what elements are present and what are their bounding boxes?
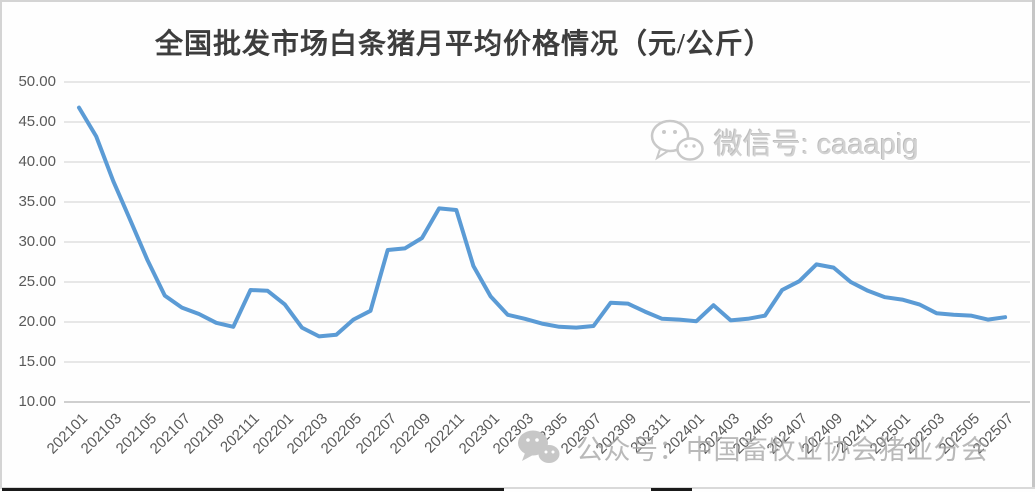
y-axis-tick-label: 30.00 (18, 233, 56, 250)
wechat-id-text: 微信号: caaapig (714, 129, 919, 161)
chart-title: 全国批发市场白条猪月平均价格情况（元/公斤） (155, 29, 773, 60)
y-axis-tick-label: 45.00 (18, 113, 56, 130)
y-axis-tick-label: 25.00 (18, 273, 56, 290)
frame-edge-top (0, 0, 1035, 2)
account-text: 公众号：中国畜牧业协会猪业分会 (576, 435, 989, 465)
bottom-border-segment-short (651, 488, 692, 491)
y-axis-tick-label: 20.00 (18, 313, 56, 330)
y-axis-tick-label: 10.00 (18, 393, 56, 410)
wechat-icon (650, 119, 704, 161)
y-axis-tick-label: 35.00 (18, 193, 56, 210)
y-axis-tick-label: 40.00 (18, 153, 56, 170)
y-axis-tick-label: 50.00 (18, 73, 56, 90)
frame-edge-right (1032, 0, 1035, 488)
account-watermark: 公众号：中国畜牧业协会猪业分会 (516, 428, 989, 467)
y-axis-tick-label: 15.00 (18, 353, 56, 370)
wechat-id-watermark: 微信号: caaapig (648, 118, 919, 166)
wechat-icon-solid (518, 430, 560, 463)
frame-edge-bottom (0, 487, 1035, 489)
price-series-line (77, 105, 1008, 339)
bottom-border-segment-long (2, 488, 504, 491)
frame-edge-left (0, 0, 2, 488)
